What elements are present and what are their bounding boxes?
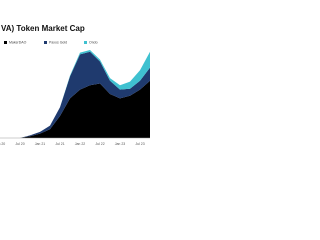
legend-label: Paxos Gold (49, 41, 67, 45)
legend-label: MakerDAO (9, 41, 27, 45)
x-tick-label: Jan 23 (115, 142, 126, 146)
x-tick-label: Jan 22 (75, 142, 86, 146)
x-tick-label: Jul 23 (135, 142, 144, 146)
chart-title: VA) Token Market Cap (1, 24, 85, 33)
x-tick-label: Jan 21 (35, 142, 46, 146)
page: VA) Token Market Cap MakerDAO Paxos Gold O… (0, 24, 150, 146)
legend-label: Ondo (89, 41, 98, 45)
legend-swatch (4, 41, 7, 44)
legend-swatch (84, 41, 87, 44)
chart: VA) Token Market Cap MakerDAO Paxos Gold O… (0, 24, 150, 146)
area (0, 51, 150, 139)
x-tick-label: Jul 20 (15, 142, 24, 146)
x-tick-label: Jul 21 (55, 142, 64, 146)
x-tick-label: Jul 22 (95, 142, 104, 146)
x-tick-label: Jan 20 (0, 142, 5, 146)
legend-swatch (44, 41, 47, 44)
area (0, 80, 150, 138)
